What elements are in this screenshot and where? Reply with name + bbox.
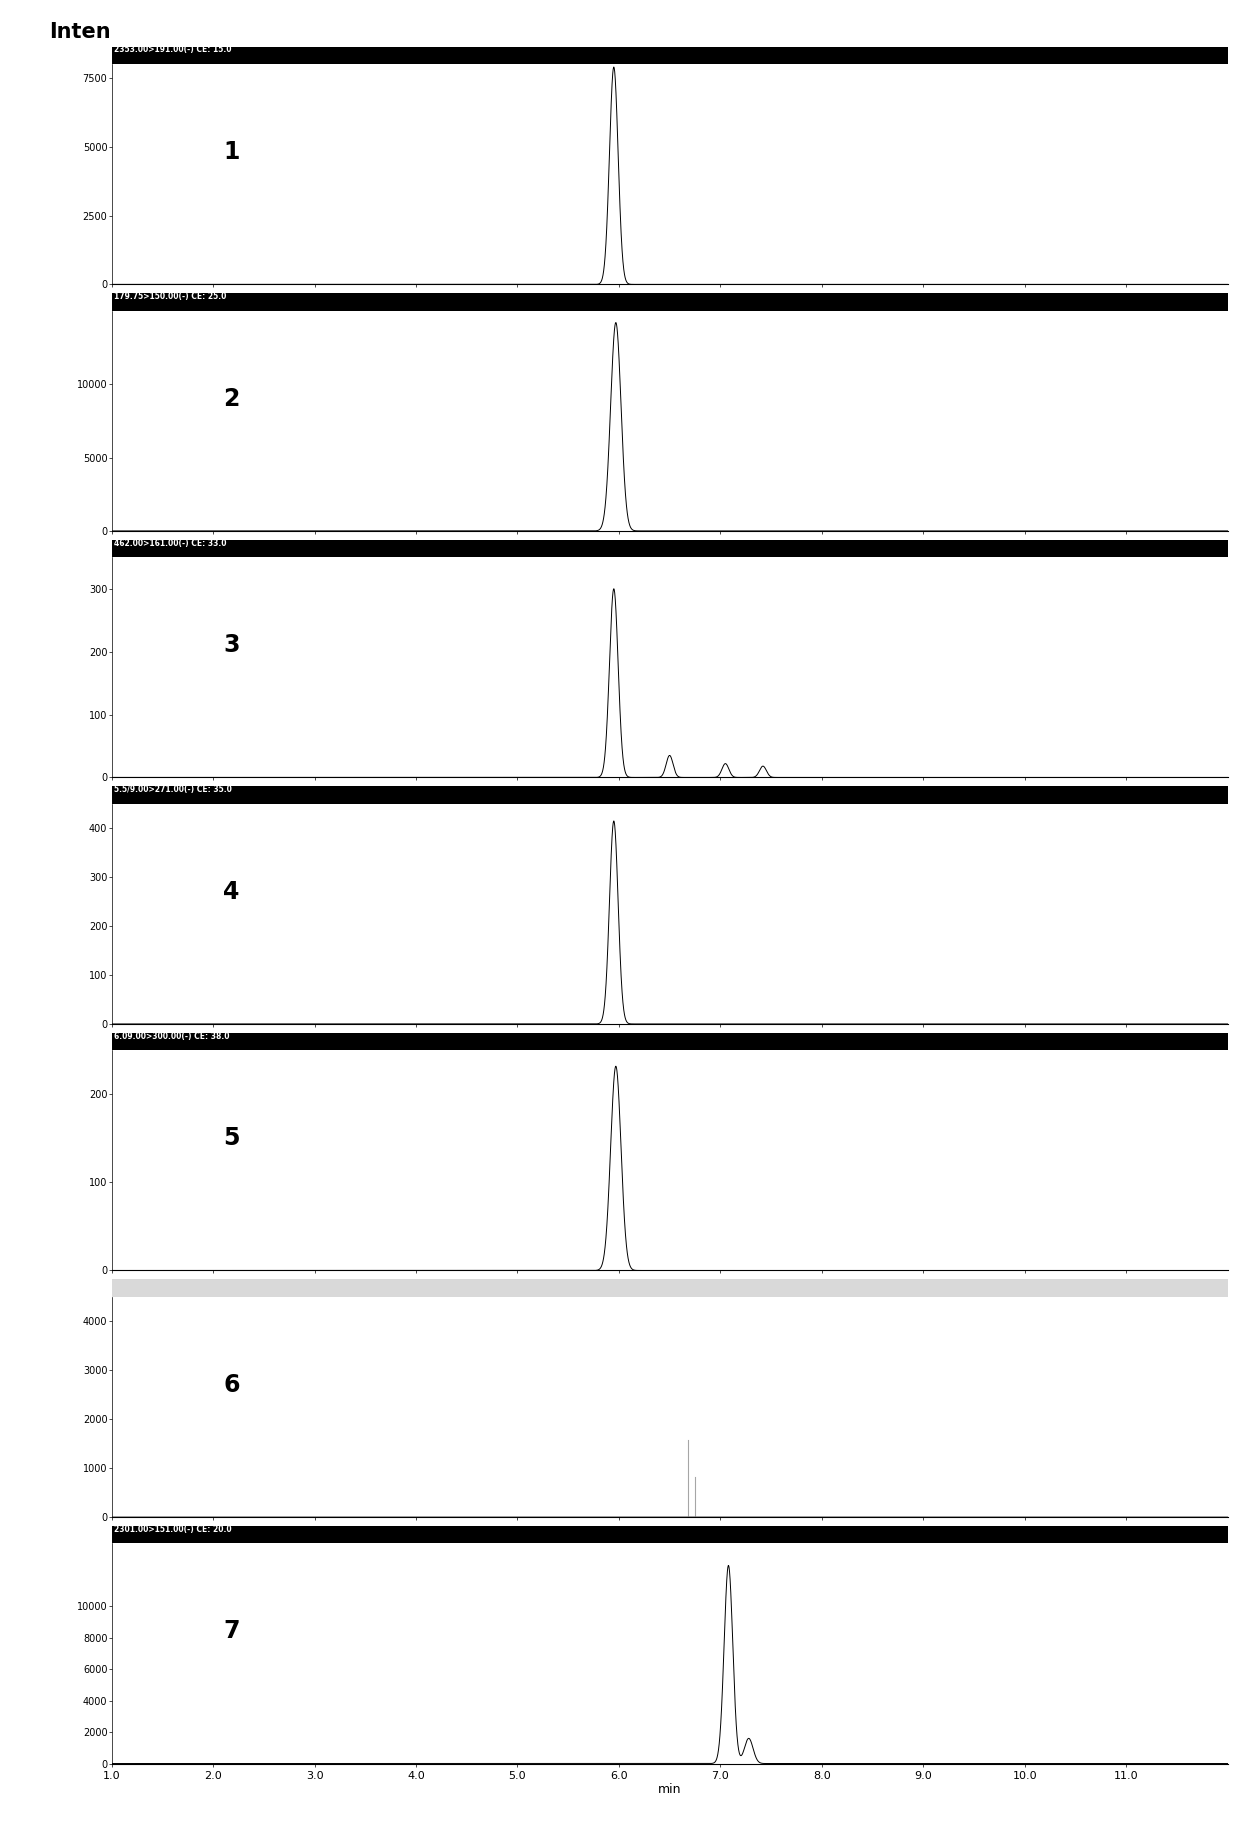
Bar bbox=[112, 294, 1228, 310]
Bar bbox=[112, 1527, 1228, 1543]
Text: 5.5/9.00>271.00(-) CE: 35.0: 5.5/9.00>271.00(-) CE: 35.0 bbox=[114, 784, 232, 794]
Text: 5: 5 bbox=[223, 1126, 239, 1150]
Text: 1: 1 bbox=[223, 140, 239, 163]
Bar bbox=[112, 540, 1228, 557]
Text: 6.09.00>300.00(-) CE: 38.0: 6.09.00>300.00(-) CE: 38.0 bbox=[114, 1032, 229, 1040]
Text: 2353.00>191.00(-) CE: 15.0: 2353.00>191.00(-) CE: 15.0 bbox=[114, 46, 232, 55]
Bar bbox=[112, 786, 1228, 805]
Text: 179.75>150.00(-) CE: 25.0: 179.75>150.00(-) CE: 25.0 bbox=[114, 292, 226, 301]
X-axis label: min: min bbox=[658, 1782, 681, 1795]
Bar bbox=[112, 1032, 1228, 1051]
Text: 4: 4 bbox=[223, 880, 239, 904]
Text: 2301.00>151.00(-) CE: 20.0: 2301.00>151.00(-) CE: 20.0 bbox=[114, 1525, 232, 1534]
Text: 2: 2 bbox=[223, 388, 239, 411]
Bar bbox=[112, 1279, 1228, 1297]
Text: Inten: Inten bbox=[50, 22, 112, 42]
Text: 462.00>161.00(-) CE: 33.0: 462.00>161.00(-) CE: 33.0 bbox=[114, 538, 227, 547]
Text: 7: 7 bbox=[223, 1620, 239, 1644]
Bar bbox=[112, 46, 1228, 64]
Text: 3: 3 bbox=[223, 634, 239, 658]
Text: 6: 6 bbox=[223, 1372, 239, 1396]
